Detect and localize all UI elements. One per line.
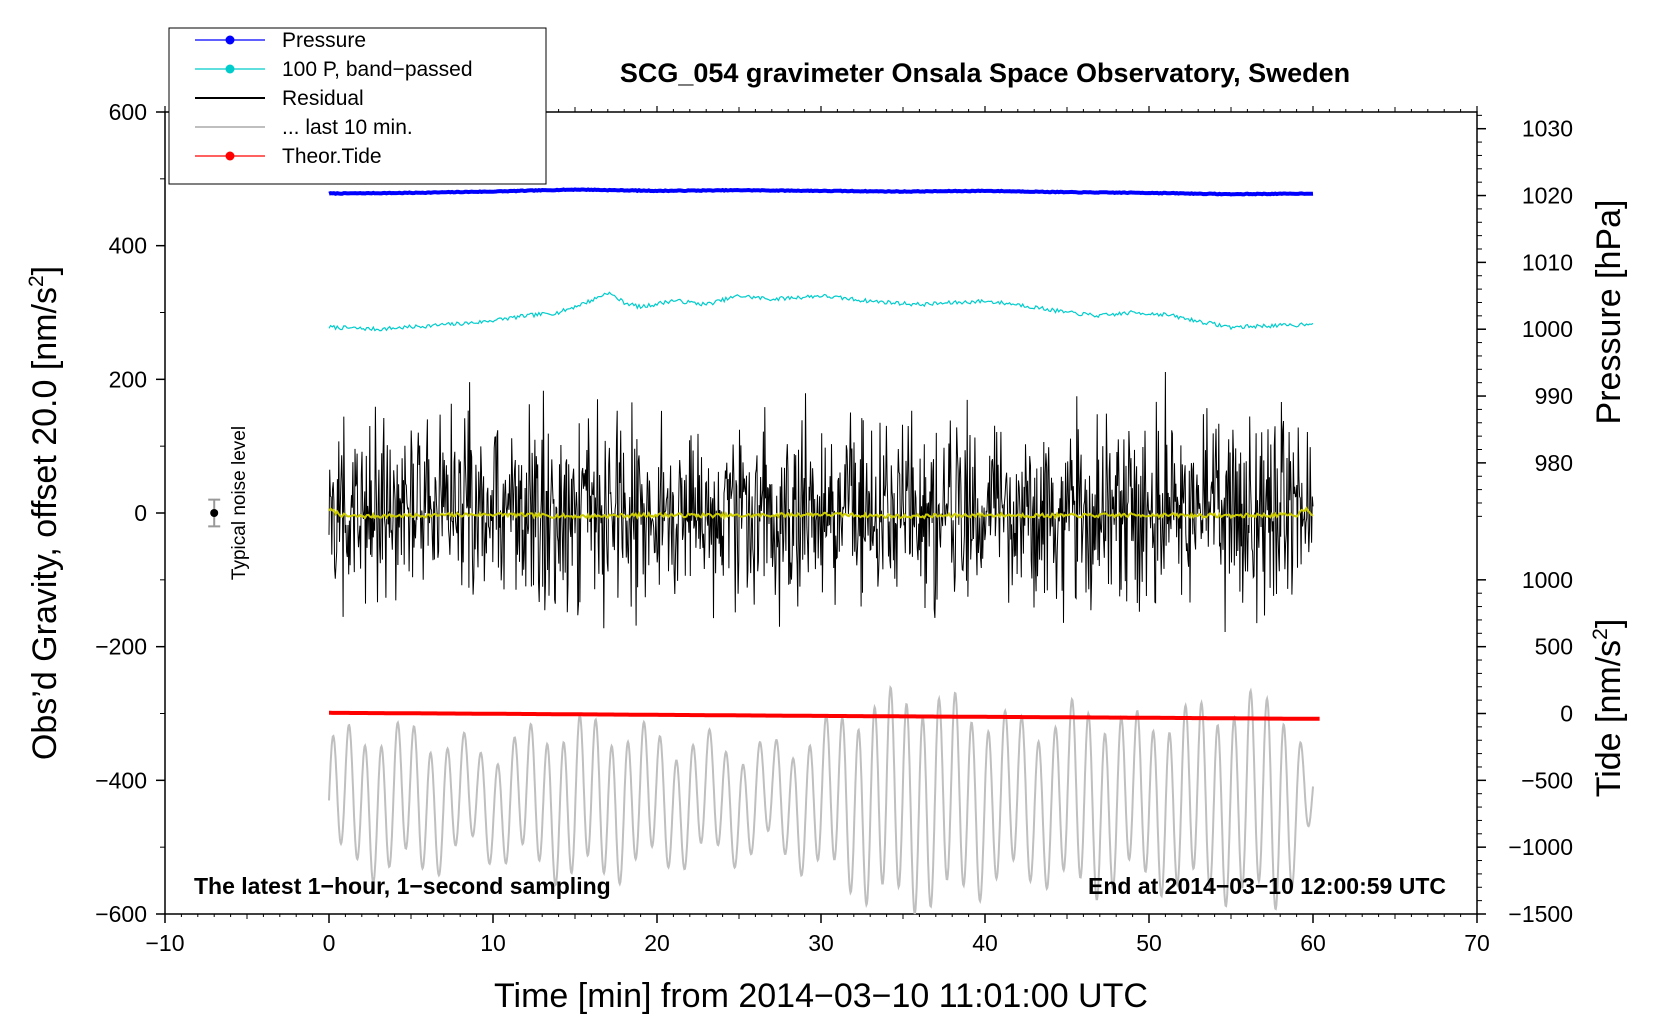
legend-marker bbox=[225, 64, 235, 74]
y-tick-label: 600 bbox=[109, 99, 147, 125]
x-tick-label: 0 bbox=[323, 930, 336, 956]
series-pressure bbox=[328, 187, 1314, 197]
y-axis-ticks: 600 400 200 0 −200 −400 −600 bbox=[95, 99, 165, 927]
noise-point bbox=[210, 509, 219, 517]
series-pressure-band-passed bbox=[328, 291, 1314, 332]
tide-axis-title-main: Tide [nm/s bbox=[1590, 640, 1628, 797]
series-theoretical-tide bbox=[329, 710, 1320, 721]
x-tick-label: 60 bbox=[1300, 930, 1326, 956]
pressure-tick-label: 990 bbox=[1535, 383, 1573, 409]
y-tick-label: 400 bbox=[109, 233, 147, 259]
x-tick-label: 70 bbox=[1464, 930, 1490, 956]
y-axis-title-main: Obs’d Gravity, offset 20.0 [nm/s bbox=[26, 287, 64, 760]
tide-tick-label: −1000 bbox=[1508, 834, 1573, 860]
y-tick-label: 200 bbox=[109, 366, 147, 392]
pressure-tick-label: 1030 bbox=[1522, 116, 1573, 142]
y-tick-label: −200 bbox=[95, 634, 147, 660]
tide-axis-title-end: ] bbox=[1590, 619, 1628, 628]
tide-tick-label: −1500 bbox=[1508, 901, 1573, 927]
pressure-tick-label: 1020 bbox=[1522, 183, 1573, 209]
y-axis-title-end: ] bbox=[26, 266, 64, 275]
pressure-tick-label: 980 bbox=[1535, 450, 1573, 476]
legend-label: Residual bbox=[282, 87, 364, 110]
x-tick-label: 30 bbox=[808, 930, 834, 956]
legend-marker bbox=[225, 151, 235, 161]
legend-marker bbox=[225, 35, 235, 45]
y-tick-label: 0 bbox=[134, 500, 147, 526]
pressure-tick-label: 1000 bbox=[1522, 316, 1573, 342]
tide-axis-ticks: 1000 500 0 −500 −1000 −1500 bbox=[1477, 567, 1573, 927]
legend-label: 100 P, band−passed bbox=[282, 58, 473, 81]
tide-tick-label: −500 bbox=[1521, 767, 1573, 793]
legend-label: ... last 10 min. bbox=[282, 116, 413, 139]
noise-indicator-label: Typical noise level bbox=[229, 426, 250, 580]
series-residual-smoothed bbox=[328, 506, 1314, 521]
y-axis-title: Obs’d Gravity, offset 20.0 [nm/s2] bbox=[25, 266, 64, 760]
pressure-axis-ticks: 1030 1020 1010 1000 990 980 bbox=[1477, 114, 1573, 517]
y-tick-label: −400 bbox=[95, 767, 147, 793]
tide-tick-label: 0 bbox=[1560, 701, 1573, 727]
x-tick-label: −10 bbox=[145, 930, 184, 956]
y-tick-label: −600 bbox=[95, 901, 147, 927]
legend-label: Theor.Tide bbox=[282, 145, 382, 168]
tide-tick-label: 500 bbox=[1535, 634, 1573, 660]
x-tick-label: 40 bbox=[972, 930, 998, 956]
sampling-annotation: The latest 1−hour, 1−second sampling bbox=[194, 873, 611, 899]
chart-title: SCG_054 gravimeter Onsala Space Observat… bbox=[620, 58, 1350, 88]
y-axis-title-sup: 2 bbox=[25, 275, 48, 287]
end-time-annotation: End at 2014−03−10 12:00:59 UTC bbox=[1088, 873, 1446, 899]
x-axis-title: Time [min] from 2014−03−10 11:01:00 UTC bbox=[494, 977, 1148, 1015]
legend: Pressure 100 P, band−passed Residual ... la… bbox=[168, 27, 547, 185]
x-tick-label: 10 bbox=[480, 930, 506, 956]
tide-axis-title: Tide [nm/s2] bbox=[1589, 619, 1628, 798]
series-last-10-min bbox=[328, 685, 1314, 915]
x-axis-ticks: −10 0 10 20 30 40 50 60 70 bbox=[145, 106, 1490, 956]
tide-axis-title-sup: 2 bbox=[1589, 628, 1612, 640]
pressure-axis-title: Pressure [hPa] bbox=[1590, 200, 1628, 425]
tide-tick-label: 1000 bbox=[1522, 567, 1573, 593]
data-series bbox=[328, 187, 1320, 915]
x-tick-label: 50 bbox=[1136, 930, 1162, 956]
pressure-tick-label: 1010 bbox=[1522, 249, 1573, 275]
legend-label: Pressure bbox=[282, 29, 366, 52]
noise-indicator bbox=[208, 498, 221, 528]
x-tick-label: 20 bbox=[644, 930, 670, 956]
series-residual bbox=[328, 371, 1314, 633]
